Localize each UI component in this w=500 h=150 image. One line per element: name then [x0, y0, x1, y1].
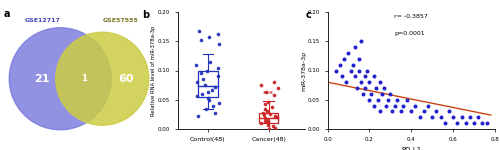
Text: p=0.0001: p=0.0001	[394, 31, 425, 36]
Y-axis label: Relative RNA level of miR-378a-3p: Relative RNA level of miR-378a-3p	[151, 25, 156, 116]
Point	[441, 122, 449, 124]
Point	[376, 81, 384, 83]
Point	[357, 81, 365, 83]
Point	[474, 116, 482, 119]
Point	[412, 104, 420, 107]
Point	[397, 110, 405, 113]
Text: ***: ***	[263, 91, 274, 97]
Point	[374, 99, 382, 101]
Point	[340, 58, 348, 60]
Point	[399, 104, 407, 107]
Point	[428, 116, 436, 119]
Point	[370, 104, 378, 107]
Point	[370, 75, 378, 78]
Point	[462, 122, 469, 124]
Bar	[259, 113, 278, 123]
Point	[368, 93, 376, 95]
Point	[378, 93, 386, 95]
Text: 21: 21	[34, 74, 50, 84]
Point	[454, 122, 462, 124]
Point	[449, 116, 457, 119]
Point	[380, 87, 388, 89]
Point	[416, 116, 424, 119]
Text: r= -0.3857: r= -0.3857	[394, 14, 428, 19]
Point	[372, 87, 380, 89]
Point	[361, 75, 369, 78]
Text: a: a	[4, 9, 10, 19]
Point	[424, 104, 432, 107]
Point	[388, 110, 396, 113]
Point	[376, 110, 384, 113]
Point	[359, 93, 367, 95]
Point	[458, 116, 466, 119]
Point	[350, 75, 358, 78]
Point	[353, 87, 361, 89]
Point	[336, 63, 344, 66]
Point	[386, 93, 394, 95]
Point	[355, 69, 363, 72]
Text: 60: 60	[118, 74, 134, 84]
Text: b: b	[142, 10, 149, 20]
Point	[382, 104, 390, 107]
Point	[338, 75, 346, 78]
Point	[361, 87, 369, 89]
Bar	[198, 70, 218, 97]
Point	[482, 122, 490, 124]
Point	[407, 110, 415, 113]
Point	[332, 69, 340, 72]
Point	[364, 69, 372, 72]
Point	[445, 110, 453, 113]
X-axis label: PD-L1: PD-L1	[401, 147, 421, 150]
Point	[392, 99, 400, 101]
Point	[390, 104, 398, 107]
Point	[342, 81, 350, 83]
Point	[366, 81, 374, 83]
Point	[357, 40, 365, 42]
Ellipse shape	[9, 28, 111, 130]
Point	[350, 46, 358, 48]
Point	[420, 110, 428, 113]
Point	[403, 99, 411, 101]
Point	[348, 63, 356, 66]
Point	[436, 116, 444, 119]
Text: 1: 1	[82, 74, 87, 83]
Point	[346, 69, 354, 72]
Point	[355, 58, 363, 60]
Point	[466, 116, 474, 119]
Text: GSE12717: GSE12717	[24, 18, 60, 23]
Point	[384, 99, 392, 101]
Point	[366, 99, 374, 101]
Point	[432, 110, 440, 113]
Y-axis label: miR-378a-3p: miR-378a-3p	[301, 50, 306, 91]
Ellipse shape	[56, 32, 149, 125]
Point	[470, 122, 478, 124]
Point	[344, 52, 352, 54]
Text: GSE57555: GSE57555	[102, 18, 138, 23]
Point	[478, 122, 486, 124]
Text: c: c	[306, 10, 312, 20]
